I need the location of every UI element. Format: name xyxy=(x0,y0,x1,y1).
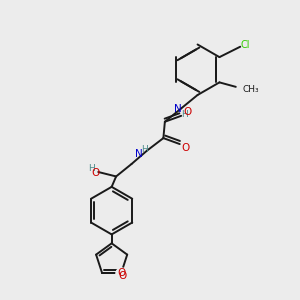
Text: O: O xyxy=(183,107,191,117)
Text: CH₃: CH₃ xyxy=(242,85,259,94)
Text: O: O xyxy=(118,268,126,278)
Text: O: O xyxy=(92,169,100,178)
Text: H: H xyxy=(88,164,95,173)
Text: H: H xyxy=(182,110,188,119)
Text: O: O xyxy=(118,271,127,281)
Text: N: N xyxy=(135,149,142,159)
Text: H: H xyxy=(141,145,148,154)
Text: O: O xyxy=(182,142,190,153)
Text: Cl: Cl xyxy=(241,40,250,50)
Text: N: N xyxy=(174,104,182,114)
